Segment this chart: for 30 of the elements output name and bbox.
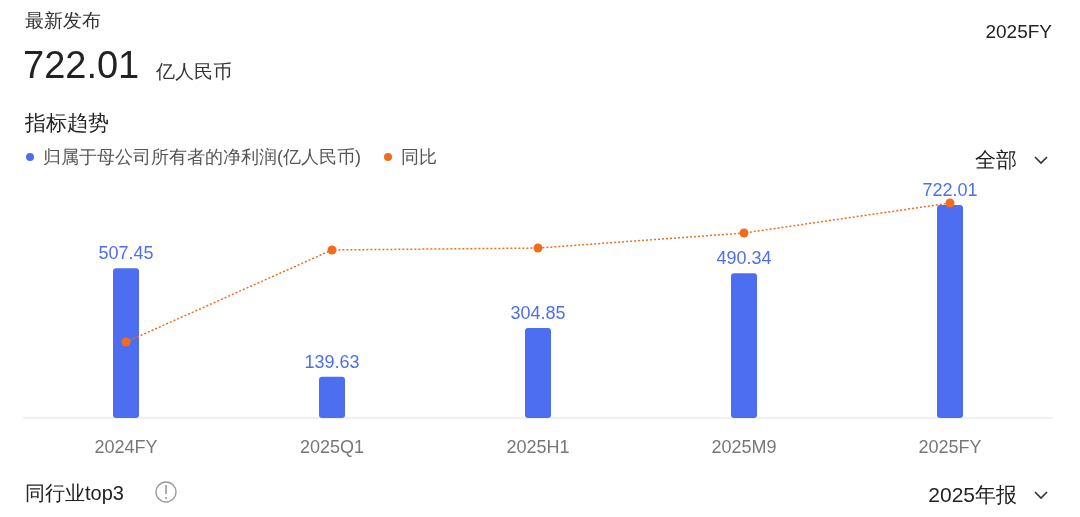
x-tick-label: 2025FY: [918, 437, 982, 457]
bar: [937, 205, 963, 418]
text: 同行业top3: [25, 482, 124, 504]
chart-title: 指标趋势: [24, 111, 109, 134]
bar: [113, 268, 139, 418]
data-label: 722.01: [922, 180, 978, 200]
x-tick-label: 2024FY: [94, 437, 158, 457]
data-label: 490.34: [716, 248, 772, 269]
text: 2025年报: [928, 483, 1017, 506]
bar: [525, 328, 551, 418]
data-label: 304.85: [510, 303, 566, 324]
point: [121, 337, 131, 347]
point: [327, 245, 337, 255]
bar: [319, 376, 345, 418]
bar: [731, 273, 757, 418]
point: [739, 228, 749, 238]
legend-label: 归属于母公司所有者的净利润(亿人民币): [43, 147, 361, 167]
text: 722.01: [23, 44, 140, 86]
x-tick-label: 2025H1: [506, 437, 570, 457]
x-tick-label: 2025Q1: [299, 437, 365, 457]
data-label: 507.45: [98, 243, 154, 264]
text: 2025FY: [985, 21, 1053, 42]
x-tick-label: 2025M9: [711, 437, 777, 457]
text: 亿人民币: [155, 61, 232, 82]
text: 全部: [975, 148, 1017, 171]
legend-label: 同比: [401, 147, 437, 167]
point: [533, 243, 543, 253]
text: 最新发布: [25, 10, 101, 31]
data-label: 139.63: [304, 351, 360, 372]
point: [945, 198, 955, 208]
